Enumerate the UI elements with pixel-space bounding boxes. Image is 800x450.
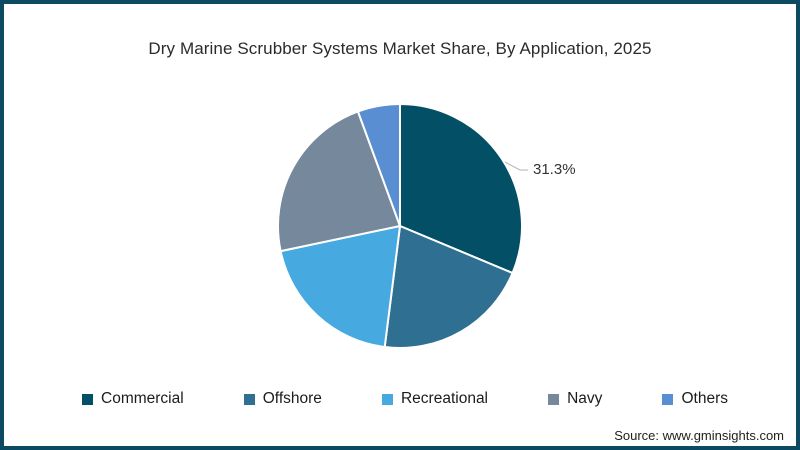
legend-label: Others: [681, 390, 728, 407]
legend-marker: [82, 393, 93, 405]
legend-item-offshore[interactable]: Offshore: [243, 390, 322, 408]
source-attribution: Source: www.gminsights.com: [614, 428, 784, 443]
legend-marker: [381, 393, 393, 405]
chart-title: Dry Marine Scrubber Systems Market Share…: [148, 39, 652, 58]
legend-marker: [548, 393, 560, 405]
legend-item-navy[interactable]: Navy: [548, 390, 602, 408]
pie-slice-offshore[interactable]: [383, 225, 514, 349]
legend-marker: [243, 393, 255, 405]
pie-chart: [277, 103, 528, 349]
legend-item-recreational[interactable]: Recreational: [381, 390, 489, 408]
legend-item-commercial[interactable]: Commercial: [82, 390, 184, 408]
pie-slice-others[interactable]: [356, 103, 401, 227]
legend-label: Offshore: [262, 390, 322, 407]
data-label-commercial: 31.3%: [533, 161, 576, 178]
legend-item-others[interactable]: Others: [662, 390, 728, 408]
pie-slices: [277, 103, 523, 349]
pie-slice-recreational[interactable]: [279, 225, 401, 349]
legend-label: Recreational: [400, 390, 489, 407]
legend-label: Navy: [567, 390, 603, 407]
legend-marker: [662, 393, 674, 405]
legend: Commercial Offshore Recreational Navy Ot…: [82, 390, 728, 408]
label-leader-line: [502, 160, 528, 171]
legend-label: Commercial: [101, 390, 184, 407]
pie-slice-commercial[interactable]: [399, 103, 523, 275]
pie-slice-navy[interactable]: [277, 110, 401, 253]
